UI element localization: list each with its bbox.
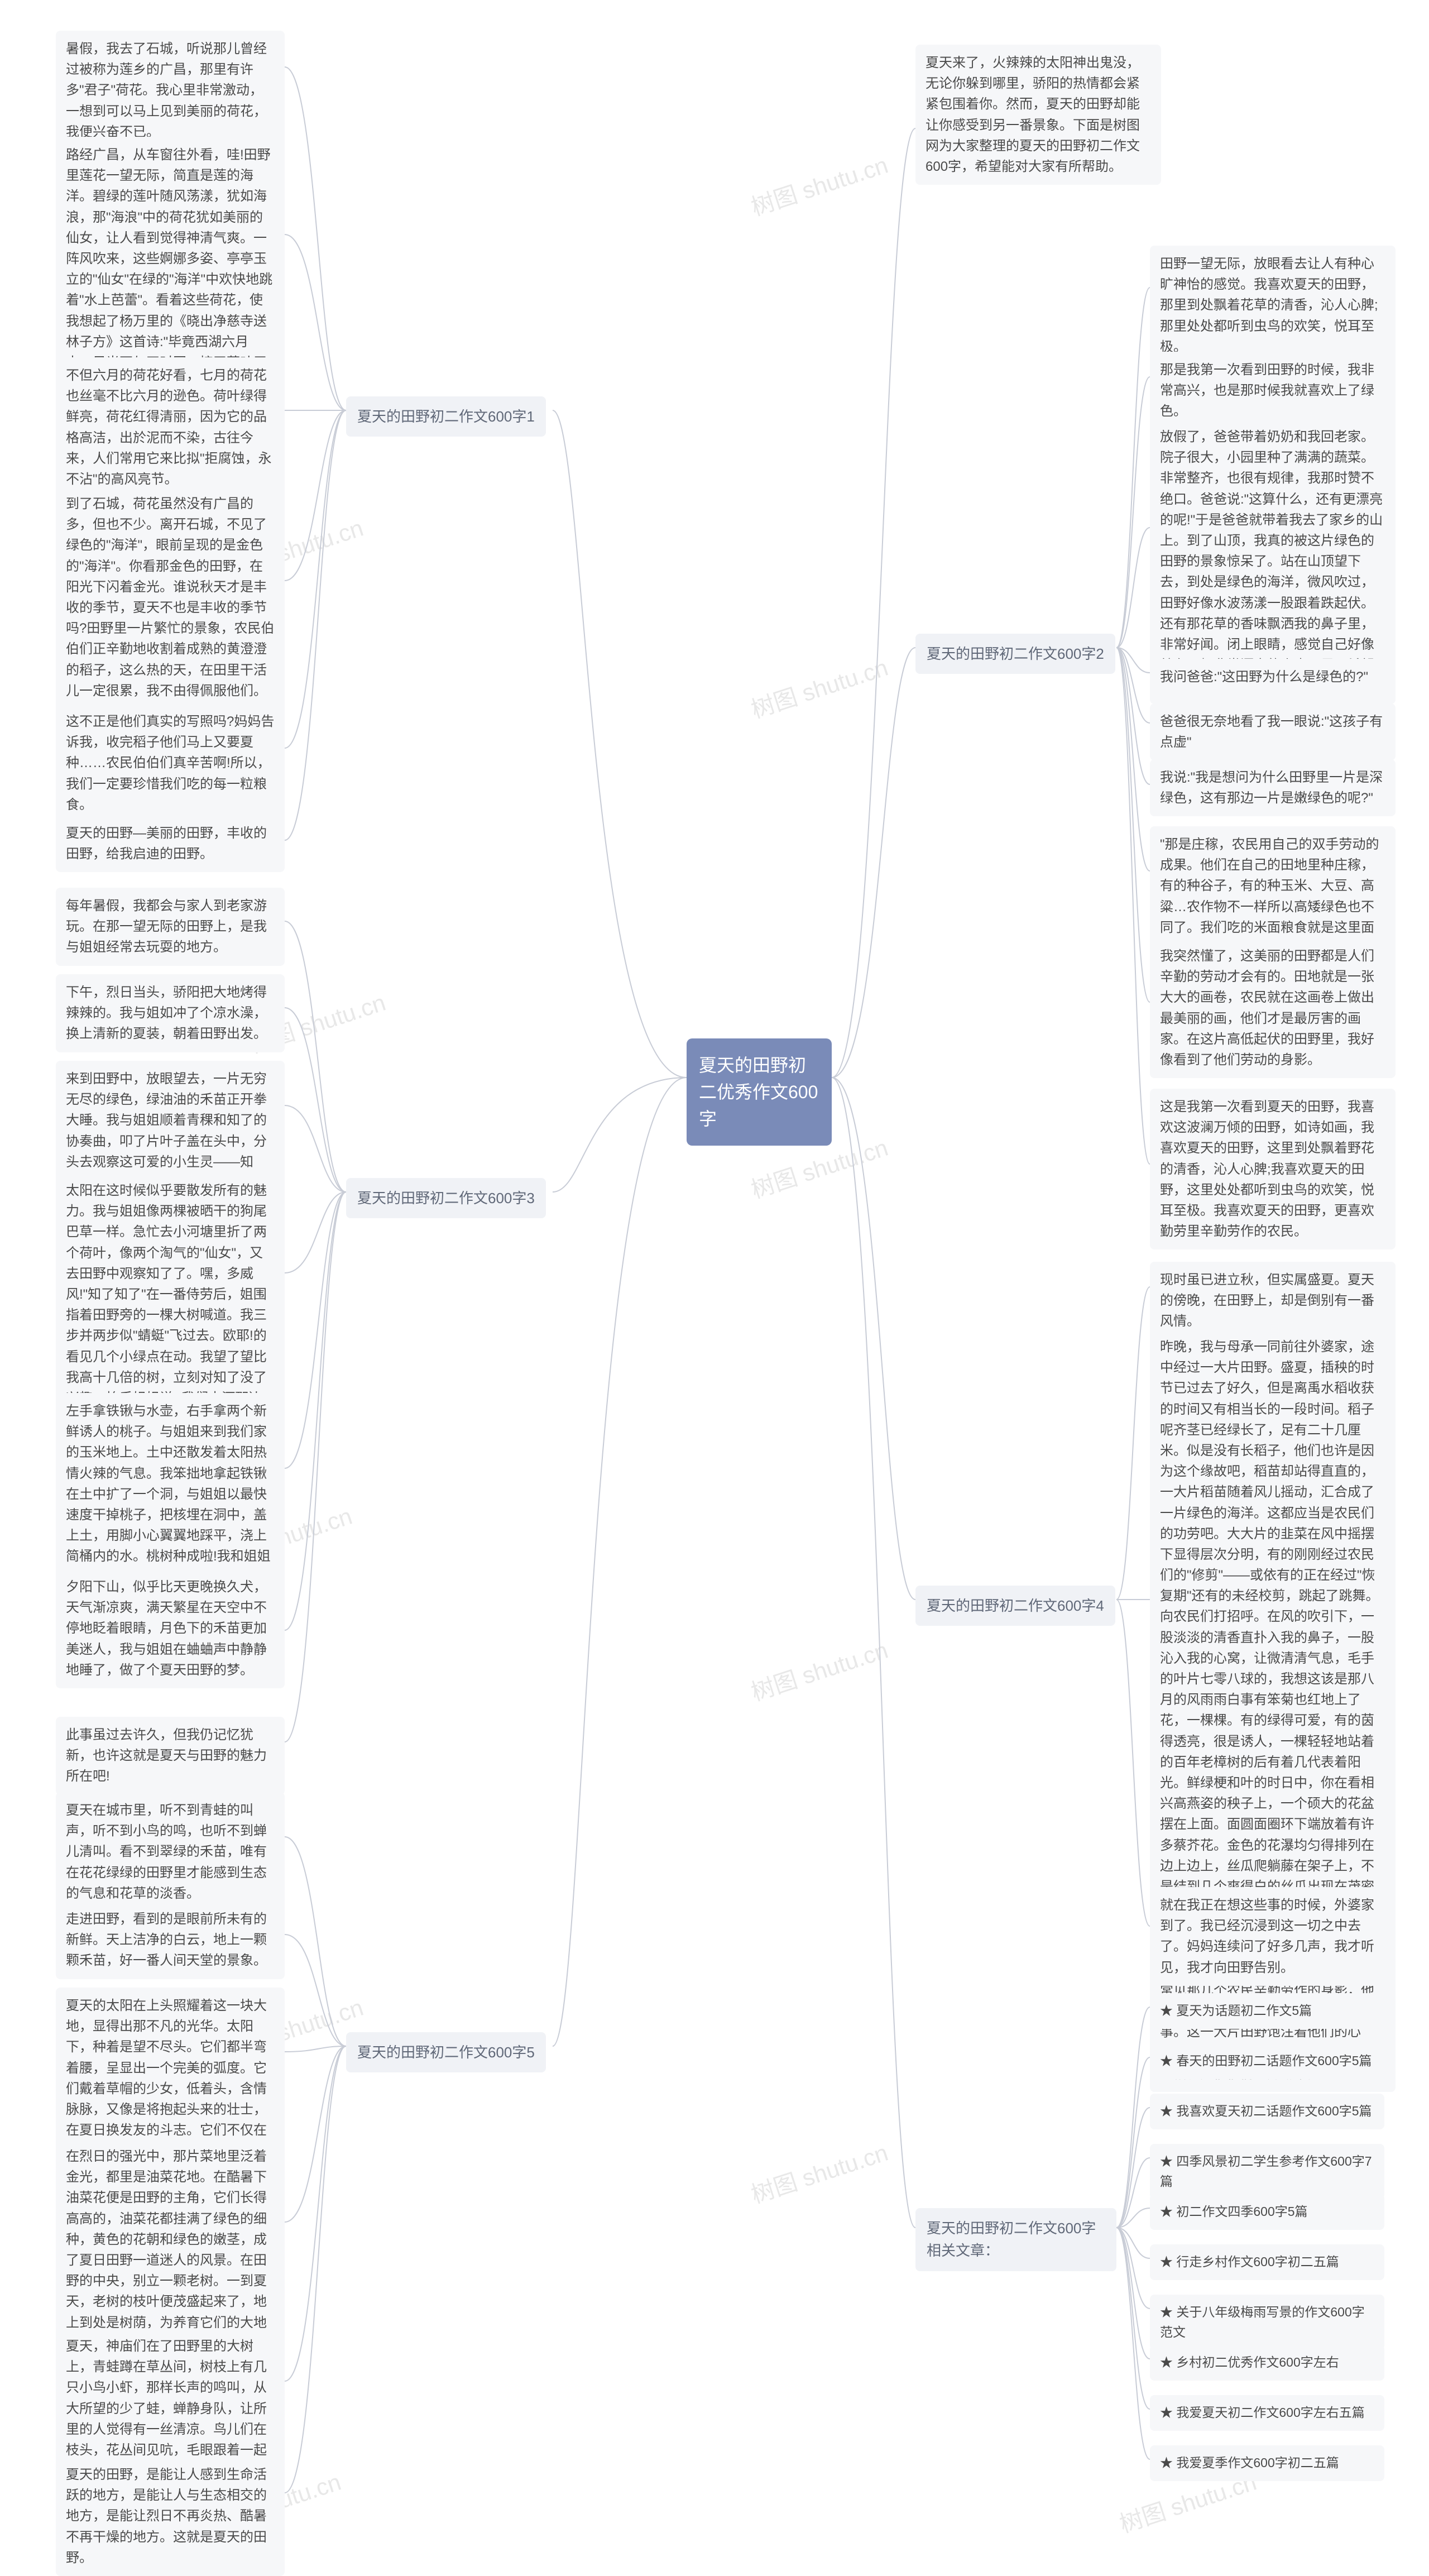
related-8: ★ 乡村初二优秀作文600字左右: [1150, 2345, 1384, 2381]
watermark: 树图 shutu.cn: [746, 649, 892, 725]
related-4: ★ 四季风景初二学生参考作文600字7篇: [1150, 2144, 1384, 2199]
leaf-l2-7: 此事虽过去许久，但我仍记忆犹新，也许这就是夏天与田野的魅力所在吧!: [56, 1717, 285, 1795]
leaf-r1-4: 我问爸爸:"这田野为什么是绿色的?": [1150, 659, 1396, 695]
leaf-l1-3: 不但六月的荷花好看，七月的荷花也丝毫不比六月的逊色。荷叶绿得鲜亮，荷花红得清丽，…: [56, 357, 285, 497]
branch-right-1: 夏天的田野初二作文600字2: [915, 634, 1115, 674]
leaf-r1-6: 我说:"我是想问为什么田野里一片是深绿色，这有那边一片是嫩绿色的呢?": [1150, 759, 1396, 816]
related-9: ★ 我爱夏天初二作文600字左右五篇: [1150, 2395, 1384, 2431]
branch-left-2: 夏天的田野初二作文600字3: [346, 1178, 546, 1218]
related-7: ★ 关于八年级梅雨写景的作文600字范文: [1150, 2295, 1384, 2350]
related-1: ★ 夏天为话题初二作文5篇: [1150, 1993, 1384, 2029]
leaf-r2-3: 就在我正在想这些事的时候，外婆家到了。我已经沉浸到这一切之中去了。妈妈连续问了好…: [1150, 1887, 1396, 1986]
watermark: 树图 shutu.cn: [746, 146, 892, 223]
leaf-r1-8: 我突然懂了，这美丽的田野都是人们辛勤的劳动才会有的。田地就是一张大大的画卷，农民…: [1150, 938, 1396, 1078]
leaf-r1-1: 田野一望无际，放眼看去让人有种心旷神怡的感觉。我喜欢夏天的田野，那里到处飘着花草…: [1150, 246, 1396, 365]
leaf-r2-1: 现时虽已进立秋，但实属盛夏。夏天的傍晚，在田野上，却是倒别有一番风情。: [1150, 1262, 1396, 1340]
center-title: 夏天的田野初二优秀作文600字: [687, 1038, 832, 1146]
leaf-l2-2: 下午，烈日当头，骄阳把大地烤得辣辣的。我与姐如冲了个凉水澡，换上清新的夏装，朝着…: [56, 974, 285, 1052]
leaf-l3-6: 夏天的田野，是能让人感到生命活跃的地方，是能让人与生态相交的地方，是能让烈日不再…: [56, 2457, 285, 2576]
leaf-l1-6: 夏天的田野—美丽的田野，丰收的田野，给我启迪的田野。: [56, 815, 285, 872]
watermark: 树图 shutu.cn: [746, 2134, 892, 2210]
related-2: ★ 春天的田野初二话题作文600字5篇: [1150, 2043, 1384, 2079]
branch-left-3: 夏天的田野初二作文600字5: [346, 2032, 546, 2072]
related-10: ★ 我爱夏季作文600字初二五篇: [1150, 2445, 1384, 2481]
related-6: ★ 行走乡村作文600字初二五篇: [1150, 2244, 1384, 2280]
leaf-r1-5: 爸爸很无奈地看了我一眼说:"这孩子有点虚": [1150, 703, 1396, 760]
leaf-r1-2: 那是我第一次看到田野的时候，我非常高兴，也是那时候我就喜欢上了绿色。: [1150, 352, 1396, 430]
leaf-r1-9: 这是我第一次看到夏天的田野，我喜欢这波澜万倾的田野，如诗如画，我喜欢夏天的田野，…: [1150, 1089, 1396, 1249]
leaf-l1-1: 暑假，我去了石城，听说那儿曾经过被称为莲乡的广昌，那里有许多"君子"荷花。我心里…: [56, 31, 285, 150]
leaf-l3-2: 走进田野，看到的是眼前所未有的新鲜。天上洁净的白云，地上一颗颗禾苗，好一番人间天…: [56, 1901, 285, 1979]
intro-text: 夏天来了，火辣辣的太阳神出鬼没，无论你躲到哪里，骄阳的热情都会紧紧包围着你。然而…: [915, 45, 1161, 185]
leaf-l2-6: 夕阳下山，似乎比天更晚换久犬，天气渐凉爽，满天繁星在天空中不停地眨着眼睛，月色下…: [56, 1569, 285, 1688]
branch-right-3: 夏天的田野初二作文600字相关文章：: [915, 2208, 1116, 2271]
branch-right-2: 夏天的田野初二作文600字4: [915, 1586, 1115, 1626]
watermark: 树图 shutu.cn: [746, 1631, 892, 1708]
related-5: ★ 初二作文四季600字5篇: [1150, 2194, 1384, 2230]
branch-left-1: 夏天的田野初二作文600字1: [346, 396, 546, 437]
related-3: ★ 我喜欢夏天初二话题作文600字5篇: [1150, 2094, 1384, 2129]
leaf-l3-1: 夏天在城市里，听不到青蛙的叫声，听不到小鸟的鸣，也听不到蝉儿清叫。看不到翠绿的禾…: [56, 1792, 285, 1912]
leaf-l1-5: 这不正是他们真实的写照吗?妈妈告诉我，收完稻子他们马上又要夏种……农民伯伯们真辛…: [56, 703, 285, 823]
leaf-l2-1: 每年暑假，我都会与家人到老家游玩。在那一望无际的田野上，是我与姐姐经常去玩耍的地…: [56, 888, 285, 966]
